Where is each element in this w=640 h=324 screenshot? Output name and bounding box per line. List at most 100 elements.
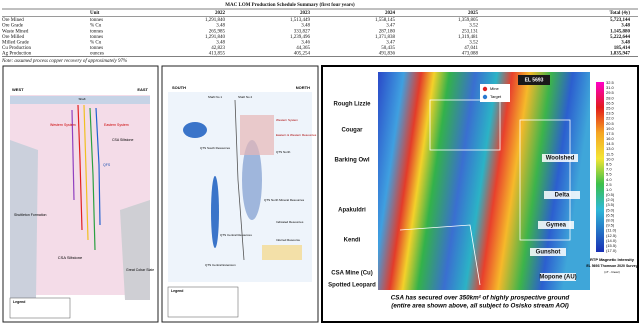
colorbar-unit: (nT - linear) (604, 270, 619, 274)
row-label: Ore Mined (2, 18, 24, 23)
cell: 3.48 (216, 24, 225, 29)
label: NORTH (296, 85, 310, 90)
legend-title: Legend (13, 300, 25, 304)
prospect-label: Barking Owl (334, 158, 369, 164)
lode (71, 109, 75, 201)
label: Shaft No 2 (238, 95, 253, 99)
cell: ounces (90, 52, 104, 57)
colorbar-label: (14.0) (606, 238, 617, 243)
colorbar-label: 4.0 (606, 177, 612, 182)
cell: 3.48 (216, 41, 225, 46)
label: WEST (12, 87, 24, 92)
colorbar-label: 25.0 (606, 106, 615, 111)
outline (519, 119, 571, 241)
row-label: Waste Mined (2, 29, 29, 34)
label: Shuttleton Formation (14, 213, 47, 217)
label: QTS Central Resources (220, 233, 252, 237)
table-title: MAC LOM Production Schedule Summary (fir… (225, 3, 355, 8)
colorbar-label: 10.0 (606, 156, 615, 161)
label: Shaft (78, 97, 85, 101)
cell: tonnes (90, 46, 103, 51)
lode (83, 104, 89, 241)
lode (89, 107, 96, 251)
colorbar-label: (17.0) (606, 248, 617, 253)
colorbar-label: (6.5) (606, 212, 615, 217)
label: SOUTH (172, 85, 186, 90)
column-header: 2022 (215, 11, 226, 16)
legend-label: Target (490, 94, 502, 99)
cell: 42,823 (211, 46, 225, 51)
cell: 1,291,840 (205, 35, 226, 40)
cell: 50,435 (381, 46, 395, 51)
label-bg (530, 248, 566, 256)
cell: 3.48 (301, 24, 310, 29)
tenement-outlines (399, 99, 571, 286)
label: EAST (137, 87, 148, 92)
cell: 5,222,644 (610, 35, 631, 40)
cell: 1,513,449 (290, 18, 311, 23)
cell: 1,239,496 (290, 35, 311, 40)
cell: 5,723,144 (610, 18, 631, 23)
row-label: Cu Production (2, 46, 32, 51)
prospect-label: CSA Mine (Cu) (331, 271, 372, 277)
cell: 287,180 (379, 29, 396, 34)
label: QTS South Resources (200, 146, 231, 150)
colorbar-label: 31.0 (606, 85, 615, 90)
column-header: 2023 (300, 11, 311, 16)
legend-box (9, 297, 71, 319)
legend-label: Mine (490, 86, 499, 91)
label: CSA Siltstone (58, 255, 83, 260)
prospect-label: Spotted Leopard (328, 283, 376, 289)
resource-body (240, 115, 274, 155)
resource-body (262, 245, 302, 260)
cell: 265,985 (209, 29, 226, 34)
production-table: MAC LOM Production Schedule Summary (fir… (1, 3, 638, 64)
colorbar-label: 20.5 (606, 121, 615, 126)
caption: CSA has secured over 350km² of highly pr… (391, 295, 570, 302)
formation-zone (10, 140, 38, 300)
prospect-label: Cougar (342, 128, 364, 134)
legend-box (167, 286, 239, 318)
label: Indicated Resources (276, 220, 304, 224)
cell: 3.48 (621, 41, 630, 46)
table-note: Note: assumed process copper recovery of… (1, 59, 127, 64)
prospect-label: Rough Lizzie (334, 102, 372, 108)
map-image (378, 72, 590, 290)
colorbar-label: (0.5) (606, 192, 615, 197)
label-bg (538, 221, 574, 229)
prospect-label: Gunshot (536, 250, 561, 256)
colorbar-label: 17.5 (606, 131, 615, 136)
resource-body (242, 140, 262, 220)
cell: 1,145,880 (610, 29, 631, 34)
cell: 185,414 (614, 46, 631, 51)
cell: tonnes (90, 29, 103, 34)
caption-bg (350, 292, 636, 320)
colorbar-label: (5.0) (606, 207, 615, 212)
label-bg (544, 191, 580, 199)
colorbar-label: 26.5 (606, 100, 615, 105)
cell: 413,855 (209, 52, 226, 57)
outline (429, 99, 501, 151)
cell: 1,371,838 (375, 35, 396, 40)
label: Western System (276, 118, 298, 122)
colorbar-label: 2.5 (606, 182, 612, 187)
cell: 3.52 (469, 24, 478, 29)
label-bg (540, 273, 576, 281)
prospect-label: Mopone (AU) (539, 275, 576, 281)
colorbar-label: 8.5 (606, 162, 612, 167)
section-south-north: SOUTH NORTH Shaft No 2 Shaft No 1 Wester… (161, 65, 319, 323)
label: QFS (103, 163, 111, 167)
colorbar-label: (12.5) (606, 233, 617, 238)
cell: 333,827 (294, 29, 311, 34)
legend-title: Legend (171, 289, 183, 293)
prospect-label: Gymea (546, 223, 567, 229)
colorbar-label: (3.5) (606, 202, 615, 207)
label: QTS North (276, 150, 291, 154)
colorbar-label: (11.0) (606, 228, 617, 233)
cell: 491,836 (379, 52, 396, 57)
cell: 3.47 (386, 24, 395, 29)
prospect-label: Woolshed (546, 156, 575, 162)
legend-target-icon (482, 94, 488, 100)
colorbar-title: RTP Magnetic Intensity (590, 257, 635, 262)
